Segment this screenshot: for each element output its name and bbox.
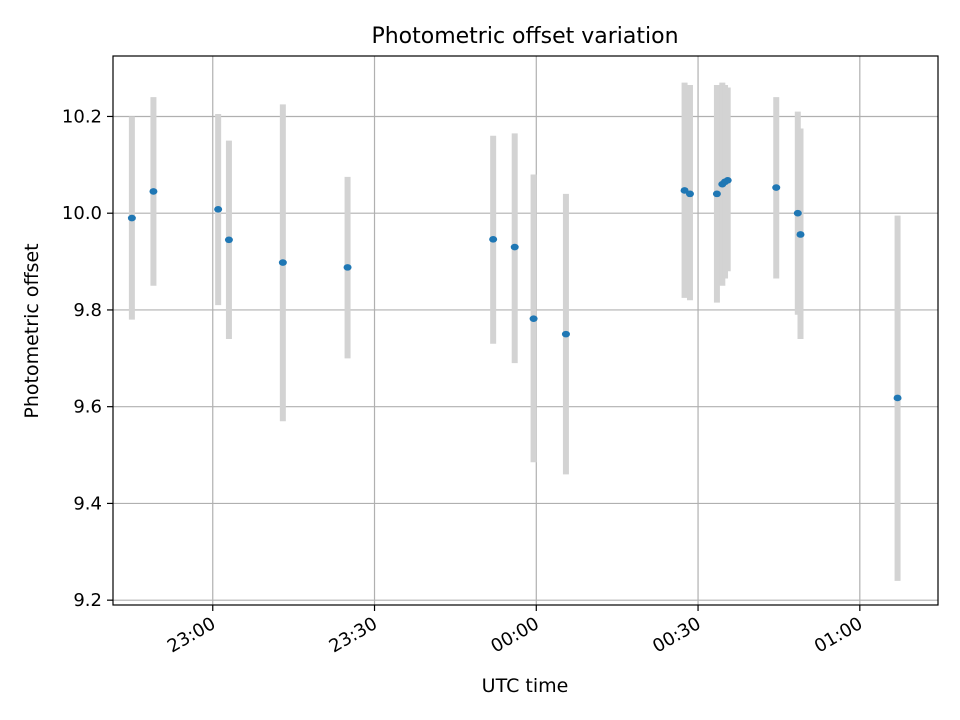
- y-tick-label: 9.2: [73, 590, 102, 611]
- y-tick-label: 9.6: [73, 397, 102, 418]
- y-tick-label: 9.4: [73, 493, 102, 514]
- chart-title: Photometric offset variation: [371, 24, 678, 49]
- data-point: [343, 264, 352, 271]
- plot-frame: [112, 55, 939, 606]
- data-point: [685, 190, 694, 198]
- y-axis-label: Photometric offset: [21, 243, 43, 418]
- y-tick-label: 9.8: [73, 300, 102, 321]
- data-point: [529, 315, 538, 322]
- data-point: [214, 206, 223, 213]
- data-point: [510, 243, 519, 251]
- data-point: [561, 330, 570, 338]
- data-point: [712, 190, 721, 198]
- x-axis-label: UTC time: [482, 675, 569, 697]
- data-point: [489, 236, 498, 243]
- data-point: [893, 394, 902, 402]
- data-point: [224, 236, 233, 244]
- data-point: [723, 177, 732, 184]
- data-point: [127, 214, 136, 222]
- data-point: [796, 231, 805, 238]
- y-tick-label: 10.2: [62, 106, 102, 127]
- data-point: [149, 188, 158, 195]
- data-point: [793, 209, 802, 217]
- data-points: [127, 177, 902, 402]
- y-tick-label: 10.0: [62, 203, 102, 224]
- data-point: [278, 259, 287, 266]
- data-point: [772, 184, 781, 191]
- plot-area: [113, 56, 938, 605]
